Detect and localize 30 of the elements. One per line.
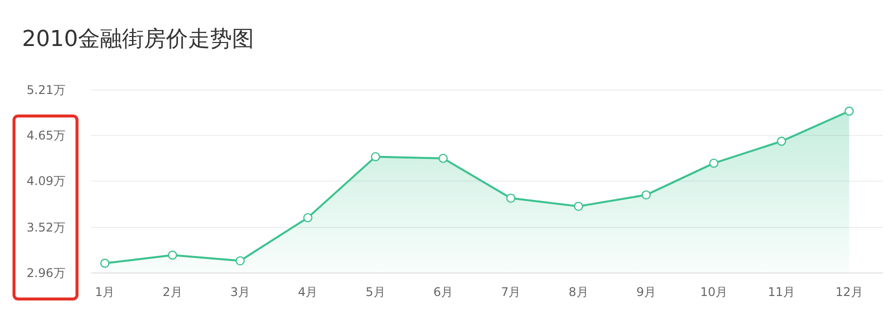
x-tick-label: 11月 — [768, 285, 796, 299]
x-tick-label: 5月 — [366, 285, 386, 299]
y-tick-label: 4.09万 — [26, 174, 66, 188]
x-tick-label: 2月 — [162, 285, 182, 299]
x-tick-label: 10月 — [700, 285, 728, 299]
point — [303, 213, 312, 222]
x-tick-label: 12月 — [836, 285, 863, 299]
y-tick-label: 3.52万 — [26, 220, 66, 234]
x-tick-label: 3月 — [230, 285, 250, 299]
y-tick-label: 5.21万 — [26, 83, 66, 97]
point — [574, 202, 584, 211]
x-tick-label: 1月 — [95, 285, 115, 299]
x-tick-label: 8月 — [568, 285, 588, 299]
point — [709, 158, 718, 168]
point — [438, 154, 448, 163]
point — [506, 194, 516, 203]
point — [100, 258, 110, 268]
point — [236, 256, 245, 266]
point — [844, 106, 854, 116]
y-tick-label: 2.96万 — [26, 266, 66, 280]
x-tick-label: 9月 — [636, 285, 656, 299]
x-tick-label: 4月 — [298, 285, 318, 299]
y-tick-label: 4.65万 — [26, 128, 66, 143]
x-tick-label: 7月 — [501, 285, 521, 299]
point — [168, 250, 178, 260]
point — [642, 190, 651, 200]
chart-title: 2010金融街房价走势图 — [22, 27, 254, 52]
x-tick-label: 6月 — [433, 285, 453, 299]
point — [370, 152, 380, 162]
point — [776, 136, 786, 146]
